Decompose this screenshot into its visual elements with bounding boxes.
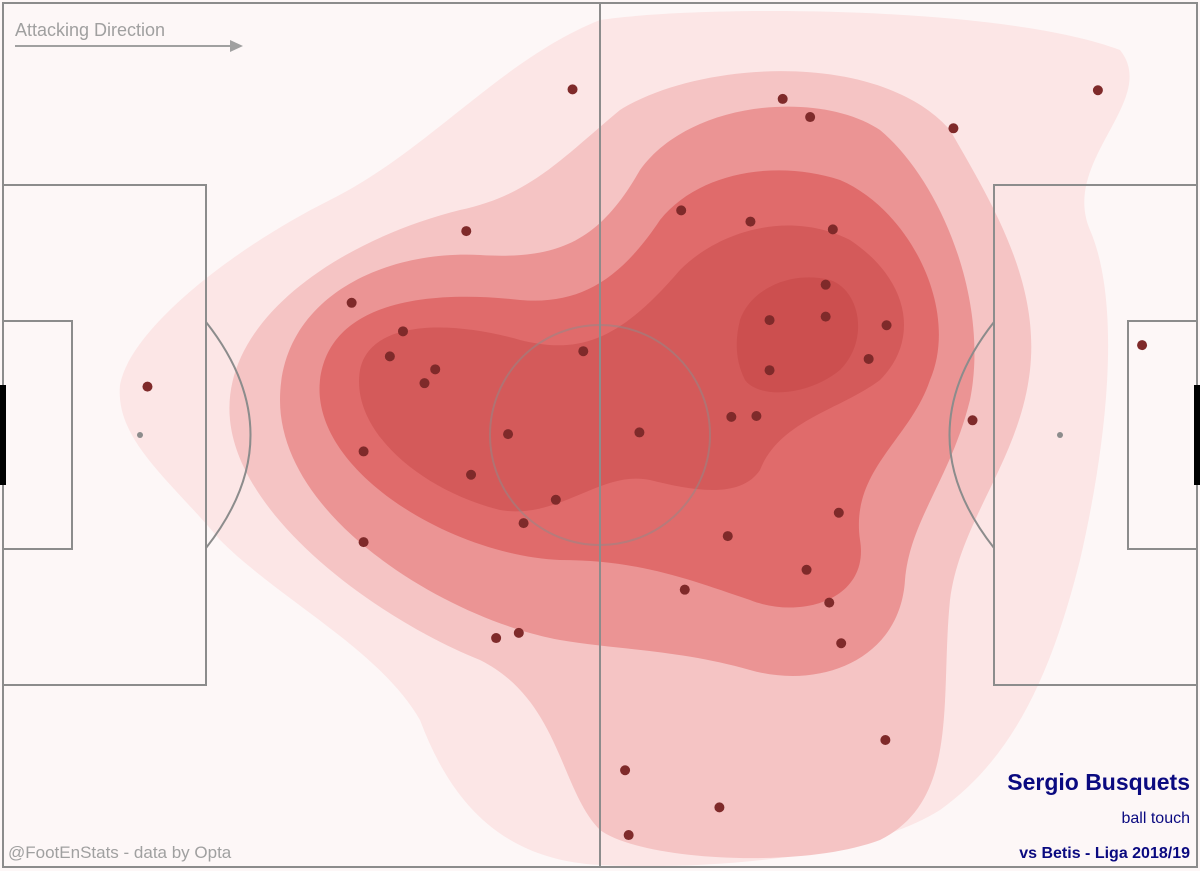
touch-point xyxy=(751,410,762,421)
touch-point xyxy=(801,564,812,575)
touch-point xyxy=(805,112,816,123)
touch-point xyxy=(881,320,892,331)
touch-point xyxy=(491,633,502,644)
touch-point xyxy=(518,518,529,529)
touch-point xyxy=(358,446,369,457)
chart-title: Sergio Busquets xyxy=(1007,769,1190,795)
heatmap xyxy=(119,11,1130,867)
touch-point xyxy=(824,597,835,608)
touch-point xyxy=(466,469,477,480)
touch-point xyxy=(550,494,561,505)
touch-point xyxy=(833,507,844,518)
touch-point xyxy=(1092,85,1103,96)
touch-point xyxy=(461,226,472,237)
caption: vs Betis - Liga 2018/19 xyxy=(1019,845,1190,862)
touch-point xyxy=(513,627,524,638)
touch-point xyxy=(620,765,631,776)
touch-point xyxy=(764,365,775,376)
touch-point xyxy=(714,802,725,813)
touch-point xyxy=(836,638,847,649)
touch-point xyxy=(419,378,430,389)
touch-point xyxy=(578,346,589,357)
touch-point xyxy=(503,429,514,440)
touch-point xyxy=(384,351,395,362)
touch-point xyxy=(679,584,690,595)
touch-point xyxy=(948,123,959,134)
subtitle: ball touch xyxy=(1122,810,1191,827)
touch-point xyxy=(967,415,978,426)
touch-point xyxy=(745,216,756,227)
touch-point xyxy=(777,93,788,104)
touch-point xyxy=(820,311,831,322)
credit: @FootEnStats - data by Opta xyxy=(8,843,232,862)
touch-point xyxy=(346,297,357,308)
direction-label: Attacking Direction xyxy=(15,20,165,40)
touch-point xyxy=(567,84,578,95)
touch-point xyxy=(880,734,891,745)
touch-point xyxy=(430,364,441,375)
touch-point xyxy=(764,315,775,326)
touch-point xyxy=(358,537,369,548)
touch-point xyxy=(142,381,153,392)
touch-point xyxy=(397,326,408,337)
touch-point xyxy=(820,279,831,290)
touch-point xyxy=(634,427,645,438)
touch-point xyxy=(722,531,733,542)
touch-point xyxy=(623,830,634,841)
touch-point xyxy=(1137,340,1148,351)
touch-point xyxy=(827,224,838,235)
touch-point xyxy=(863,353,874,364)
touch-point xyxy=(676,205,687,216)
touch-point xyxy=(726,411,737,422)
